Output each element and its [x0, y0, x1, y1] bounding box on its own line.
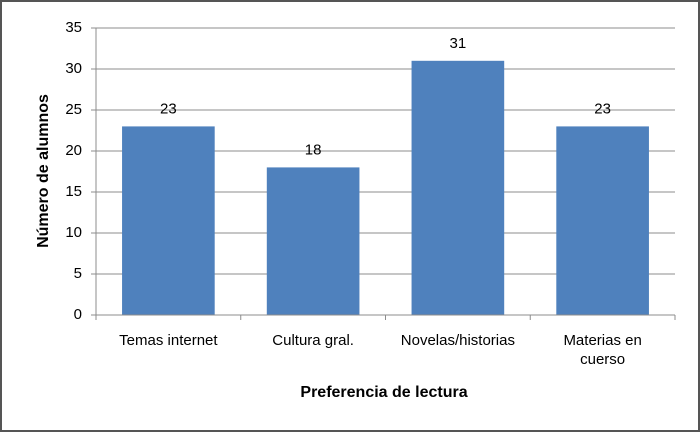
data-label: 18 — [305, 141, 322, 158]
bar — [122, 126, 215, 316]
x-tick-label-box: Temas internet — [68, 331, 268, 350]
y-tick-label: 15 — [65, 183, 82, 200]
x-tick-label-box: Novelas/historias — [358, 331, 558, 350]
x-tick-label: Temas internet — [119, 332, 218, 349]
x-tick-label: Novelas/historias — [400, 332, 515, 349]
y-tick-label: 35 — [65, 19, 82, 36]
y-axis-title: Número de alumnos — [35, 94, 52, 248]
y-tick-label: 5 — [74, 265, 82, 282]
x-tick-label-box: Materias en cuerso — [503, 331, 700, 369]
data-label: 23 — [160, 100, 177, 117]
bar — [556, 126, 649, 316]
bar — [411, 60, 505, 315]
data-label: 31 — [450, 35, 467, 52]
x-tick-label: Materias en cuerso — [563, 332, 642, 368]
y-tick-label: 10 — [65, 224, 82, 241]
bar — [266, 167, 360, 315]
x-tick-label: Cultura gral. — [272, 332, 354, 349]
y-tick-label: 25 — [65, 101, 82, 118]
y-tick-label: 0 — [74, 306, 82, 323]
y-tick-label: 20 — [65, 142, 82, 159]
data-label: 23 — [594, 100, 611, 117]
x-axis-title: Preferencia de lectura — [300, 384, 467, 401]
x-tick-label-box: Cultura gral. — [213, 331, 413, 350]
y-tick-label: 30 — [65, 60, 82, 77]
